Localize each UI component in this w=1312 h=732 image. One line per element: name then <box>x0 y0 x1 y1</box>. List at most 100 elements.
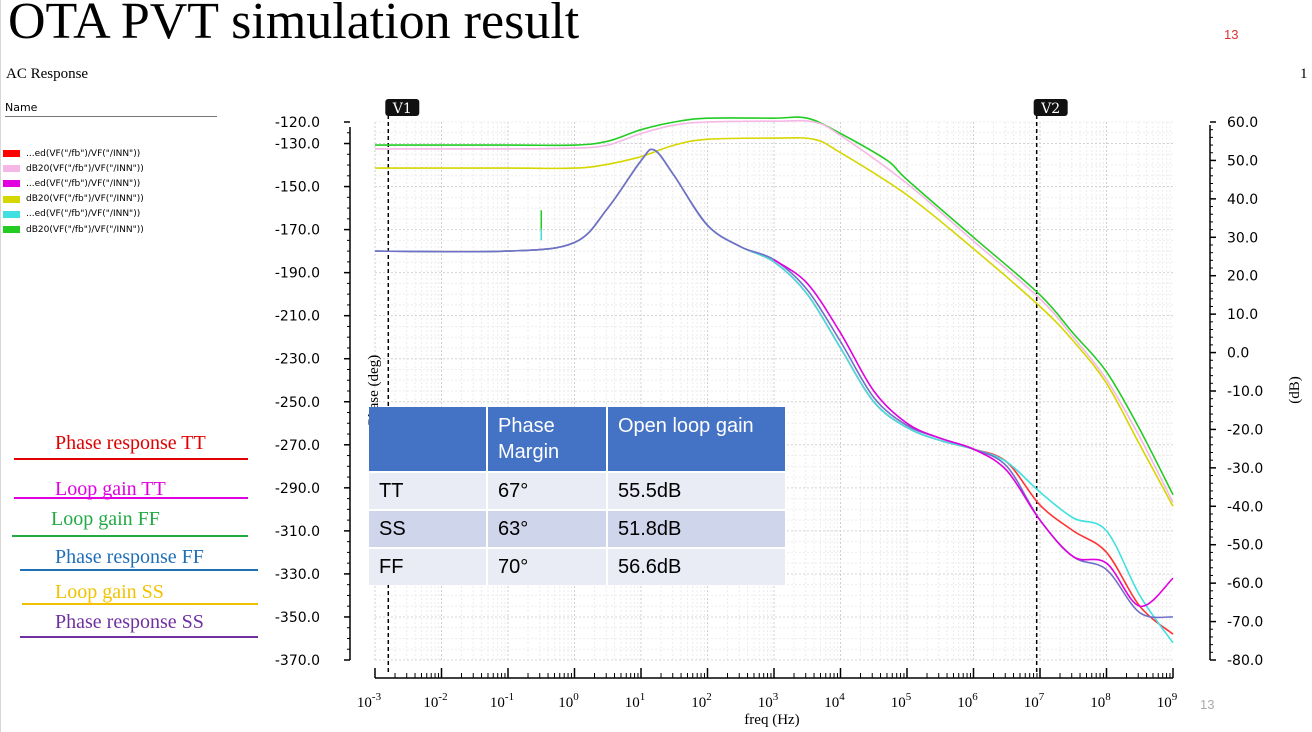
annotation-line <box>20 569 258 571</box>
y-tick-label-left: -120.0 <box>275 115 320 131</box>
annotation-label: Phase response TT <box>55 432 206 454</box>
page-number-top: 13 <box>1224 27 1239 42</box>
table-cell: 55.5dB <box>607 471 787 510</box>
table-row: TT 67° 55.5dB <box>369 471 787 510</box>
y-tick-label-left: -250.0 <box>275 395 320 411</box>
y-tick-label-left: -310.0 <box>275 524 320 540</box>
legend-label: ...ed(VF("/fb")/VF("/INN")) <box>26 209 141 220</box>
y-tick-label-left: -270.0 <box>275 438 320 454</box>
legend-item[interactable]: dB20(VF("/fb")/VF("/INN")) <box>3 161 144 176</box>
annotation-label: Phase response FF <box>55 546 204 568</box>
y-axis-label-right: (dB) <box>1287 376 1303 404</box>
page-number-bottom: 13 <box>1200 697 1215 712</box>
table-header-cell <box>369 407 488 472</box>
legend-swatch <box>3 150 20 158</box>
panel-border <box>0 0 1 732</box>
y-tick-label-right: -40.0 <box>1227 499 1263 515</box>
slide-title: OTA PVT simulation result <box>8 0 580 50</box>
series-line-loop-gain-tt-phase- <box>773 259 1174 608</box>
y-tick-label-left: -370.0 <box>275 653 320 669</box>
y-tick-label-right: -20.0 <box>1227 422 1263 438</box>
x-tick-exponent: -1 <box>505 691 514 703</box>
table-cell: 51.8dB <box>607 509 787 548</box>
annotation-line <box>22 603 258 605</box>
y-tick-label-left: -190.0 <box>275 266 320 282</box>
grid <box>374 121 1173 661</box>
y-tick-label-right: -50.0 <box>1227 538 1263 554</box>
x-tick-label: 108 <box>1090 691 1111 711</box>
x-tick-label: 101 <box>625 691 646 711</box>
y-tick-label-left: -210.0 <box>275 309 320 325</box>
x-tick-exponent: -3 <box>372 691 382 703</box>
marker-label-box <box>385 99 420 116</box>
marker-label: V2 <box>1040 101 1060 117</box>
x-tick-label: 10-1 <box>490 691 514 711</box>
table-header-row: Phase Margin Open loop gain <box>369 407 787 472</box>
panel-right-number: 1 <box>1300 66 1308 82</box>
legend-item[interactable]: dB20(VF("/fb")/VF("/INN")) <box>3 192 144 207</box>
x-tick-exponent: 8 <box>1105 691 1111 703</box>
legend-label: dB20(VF("/fb")/VF("/INN")) <box>26 224 144 235</box>
x-tick-exponent: -2 <box>438 691 447 703</box>
legend-swatch <box>3 226 20 234</box>
y-tick-label-right: 20.0 <box>1227 269 1258 285</box>
y-tick-label-right: -10.0 <box>1227 384 1263 400</box>
legend-header: Name <box>5 101 217 117</box>
y-tick-label-right: 40.0 <box>1227 192 1258 208</box>
legend-label: ...ed(VF("/fb")/VF("/INN")) <box>26 178 141 189</box>
y-tick-label-right: 50.0 <box>1227 153 1258 169</box>
y-tick-label-left: -350.0 <box>275 610 320 626</box>
x-tick-label: 109 <box>1157 691 1178 711</box>
y-tick-label-right: -60.0 <box>1227 576 1263 592</box>
legend-label: dB20(VF("/fb")/VF("/INN")) <box>26 163 144 174</box>
x-tick-label: 104 <box>824 691 845 711</box>
x-tick-label: 10-2 <box>423 691 447 711</box>
table-cell: 67° <box>487 471 608 510</box>
legend-item[interactable]: ...ed(VF("/fb")/VF("/INN")) <box>3 146 144 161</box>
x-tick-exponent: 9 <box>1172 691 1178 703</box>
legend-item[interactable]: dB20(VF("/fb")/VF("/INN")) <box>3 222 144 237</box>
panel-title: AC Response <box>6 66 89 82</box>
legend-swatch <box>3 195 20 203</box>
table-cell: 63° <box>487 509 608 548</box>
annotation-line <box>20 636 258 638</box>
x-tick-label: 106 <box>957 691 978 711</box>
x-tick-label: 100 <box>558 691 579 711</box>
legend-item[interactable]: ...ed(VF("/fb")/VF("/INN")) <box>3 176 144 191</box>
x-tick-exponent: 7 <box>1039 691 1045 703</box>
y-tick-label-right: -80.0 <box>1227 653 1263 669</box>
y-tick-label-left: -150.0 <box>275 180 320 196</box>
legend-label: dB20(VF("/fb")/VF("/INN")) <box>26 194 144 205</box>
annotation-line <box>14 497 248 499</box>
annotation-label: Phase response SS <box>55 611 204 633</box>
x-tick-exponent: 0 <box>573 691 579 703</box>
annotation-label: Loop gain TT <box>55 478 166 500</box>
y-tick-label-right: 10.0 <box>1227 307 1258 323</box>
x-axis-label: freq (Hz) <box>744 712 799 728</box>
table-cell: SS <box>369 509 488 548</box>
legend-swatch <box>3 165 20 173</box>
table-cell: TT <box>369 471 488 510</box>
y-tick-label-right: 60.0 <box>1227 115 1258 131</box>
table-row: FF 70° 56.6dB <box>369 547 787 585</box>
table-cell: FF <box>369 547 488 585</box>
series-line-loop-gain-tt <box>374 119 1174 503</box>
x-tick-label: 105 <box>891 691 912 711</box>
legend-item[interactable]: ...ed(VF("/fb")/VF("/INN")) <box>3 207 144 222</box>
y-tick-label-right: 30.0 <box>1227 230 1258 246</box>
x-tick-exponent: 1 <box>640 691 646 703</box>
table-header-cell: Open loop gain <box>607 407 787 472</box>
y-tick-label-left: -130.0 <box>275 137 320 153</box>
y-tick-label-left: -330.0 <box>275 567 320 583</box>
x-tick-exponent: 3 <box>773 691 779 703</box>
phase-margin-table: Phase Margin Open loop gain TT 67° 55.5d… <box>369 407 787 585</box>
marker-label-box <box>1033 99 1068 116</box>
y-tick-label-left: -170.0 <box>275 223 320 239</box>
marker-label: V1 <box>392 101 412 117</box>
x-tick-label: 103 <box>758 691 779 711</box>
series-line-loop-gain-ss <box>375 137 1174 507</box>
x-tick-exponent: 4 <box>839 691 845 703</box>
x-tick-exponent: 2 <box>706 691 712 703</box>
table-cell: 56.6dB <box>607 547 787 585</box>
